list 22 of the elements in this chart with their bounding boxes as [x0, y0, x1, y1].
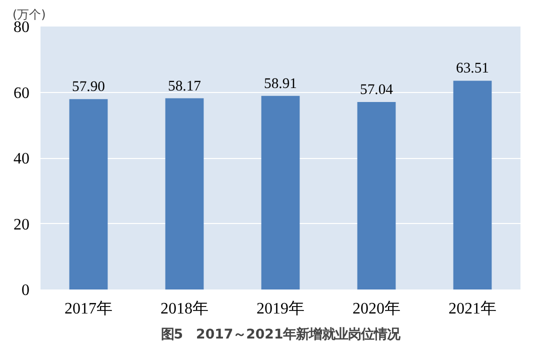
data-label: 58.91 — [264, 76, 297, 92]
y-tick-label: 40 — [14, 150, 30, 168]
y-tick-label: 80 — [14, 19, 30, 36]
y-axis-title: (万个) — [12, 8, 46, 22]
y-tick-label: 0 — [22, 282, 30, 299]
text: 图5 2017～2021年新增就业岗位情况 — [160, 326, 402, 342]
data-label: 58.17 — [168, 78, 201, 94]
bar — [69, 99, 108, 290]
bar — [453, 80, 492, 290]
x-tick-label: 2017年 — [64, 300, 112, 318]
data-label: 57.04 — [360, 82, 394, 98]
x-tick-label: 2021年 — [448, 300, 496, 318]
bar — [357, 102, 396, 290]
x-tick-label: 2020年 — [352, 300, 400, 318]
x-tick-label: 2018年 — [160, 300, 208, 318]
y-tick-label: 60 — [14, 84, 30, 102]
data-label: 63.51 — [456, 60, 489, 77]
bar — [165, 98, 204, 290]
y-tick-label: 20 — [14, 216, 30, 234]
data-label: 57.90 — [72, 79, 105, 96]
bar — [261, 96, 300, 290]
x-tick-label: 2019年 — [256, 300, 304, 318]
